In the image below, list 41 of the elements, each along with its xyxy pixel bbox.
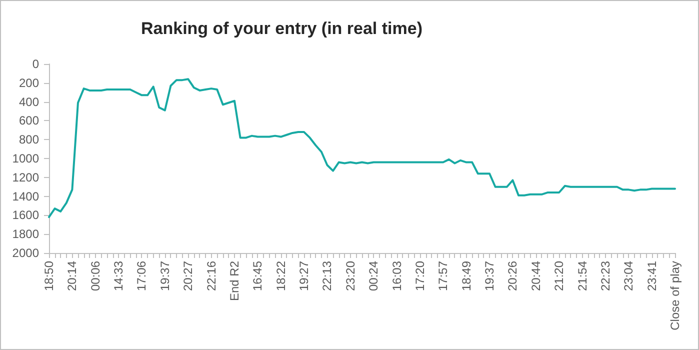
y-tick-label: 1200 <box>12 170 40 184</box>
x-tick-label: 00:06 <box>88 260 102 292</box>
x-tick-label: 20:44 <box>528 260 543 292</box>
x-tick-label: Close of play <box>668 261 682 330</box>
x-tick-label: 23:41 <box>644 260 659 292</box>
x-tick-label: 19:37 <box>158 260 172 292</box>
chart-title: Ranking of your entry (in real time) <box>141 19 422 38</box>
y-tick-label: 1600 <box>12 208 40 222</box>
x-tick-label: End R2 <box>227 260 242 302</box>
y-tick-label: 400 <box>18 94 40 109</box>
x-tick-label: 00:24 <box>366 260 381 292</box>
x-tick-label: 18:22 <box>274 260 288 292</box>
x-tick-label: 17:20 <box>412 260 427 292</box>
line-series <box>48 78 676 218</box>
x-tick-label: 14:33 <box>112 260 126 292</box>
y-tick-label: 600 <box>18 114 40 128</box>
x-tick-label: 22:23 <box>598 260 612 292</box>
x-tick-label: 16:03 <box>390 260 404 292</box>
x-tick-label: 22:16 <box>204 260 218 292</box>
x-tick-label: 17:57 <box>436 260 450 292</box>
y-tick-label: 200 <box>18 76 40 90</box>
x-tick-label: 20:14 <box>65 260 80 292</box>
x-tick-label: 18:50 <box>42 260 56 292</box>
y-tick-label: 1400 <box>12 189 40 204</box>
x-tick-label: 23:04 <box>622 260 636 292</box>
x-tick-label: 23:20 <box>343 260 358 292</box>
x-tick-label: 22:13 <box>320 260 334 292</box>
x-tick-label: 16:45 <box>250 260 265 292</box>
y-tick-label: 800 <box>18 132 40 147</box>
x-tick-label: 20:27 <box>181 260 196 292</box>
x-tick-label: 21:54 <box>575 260 590 292</box>
y-tick-label: 2000 <box>12 246 40 260</box>
x-tick-label: 18:49 <box>459 260 474 292</box>
x-tick-label: 21:20 <box>552 260 566 292</box>
x-tick-label: 20:26 <box>506 260 520 292</box>
y-tick-label: 1000 <box>12 152 40 166</box>
y-tick-label: 0 <box>32 57 40 71</box>
x-tick-label: 19:27 <box>297 260 312 292</box>
x-tick-label: 17:06 <box>134 260 149 292</box>
x-tick-label: 19:37 <box>482 260 497 292</box>
y-tick-label: 1800 <box>12 227 40 242</box>
